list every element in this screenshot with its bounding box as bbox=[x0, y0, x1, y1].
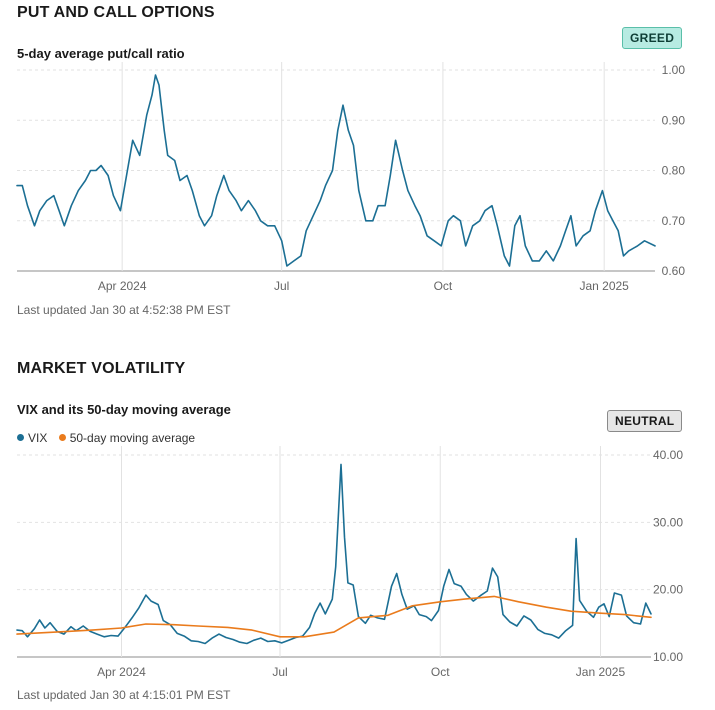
vix-x-tick-label: Jul bbox=[272, 665, 287, 679]
pcr-y-tick-label: 0.60 bbox=[662, 264, 686, 278]
put-call-chart-subtitle: 5-day average put/call ratio bbox=[17, 46, 185, 61]
vix-legend-label: VIX bbox=[28, 431, 48, 445]
ma-legend-dot-icon bbox=[58, 434, 66, 441]
vix-legend: VIX 50-day moving average bbox=[17, 431, 195, 445]
vix-y-tick-label: 30.00 bbox=[653, 515, 683, 529]
pcr-y-tick-label: 0.80 bbox=[662, 164, 686, 178]
volatility-section-title: MARKET VOLATILITY bbox=[17, 360, 186, 377]
vix-series-line-vix bbox=[16, 463, 652, 645]
vix-last-updated: Last updated Jan 30 at 4:15:01 PM EST bbox=[17, 688, 231, 702]
pcr-x-tick-label: Jul bbox=[274, 279, 289, 293]
pcr-x-tick-label: Apr 2024 bbox=[98, 279, 147, 293]
ma-legend-label: 50-day moving average bbox=[69, 431, 196, 445]
vix-x-tick-label: Apr 2024 bbox=[97, 665, 146, 679]
pcr-x-tick-label: Oct bbox=[434, 279, 453, 293]
pcr-y-tick-label: 0.70 bbox=[662, 214, 686, 228]
put-call-section-title: PUT AND CALL OPTIONS bbox=[17, 4, 215, 21]
pcr-x-tick-label: Jan 2025 bbox=[579, 279, 629, 293]
vix-y-tick-label: 10.00 bbox=[653, 650, 683, 664]
vix-legend-dot-icon bbox=[17, 434, 24, 441]
vix-chart-subtitle: VIX and its 50-day moving average bbox=[17, 402, 231, 417]
put-call-ratio-chart: 0.60 0.70 0.80 0.90 1.00 Apr 2024 Jul Oct Jan 20… bbox=[16, 62, 686, 293]
put-call-last-updated: Last updated Jan 30 at 4:52:38 PM EST bbox=[17, 303, 231, 317]
pcr-series-line-5-day-average-put-call-ratio bbox=[16, 74, 656, 267]
neutral-badge: NEUTRAL bbox=[607, 410, 683, 432]
vix-y-tick-label: 20.00 bbox=[653, 583, 683, 597]
vix-series-line-50-day-moving-average bbox=[16, 595, 652, 638]
pcr-y-tick-label: 0.90 bbox=[662, 113, 686, 127]
pcr-y-tick-label: 1.00 bbox=[662, 63, 686, 77]
vix-x-tick-label: Jan 2025 bbox=[576, 665, 626, 679]
vix-x-tick-label: Oct bbox=[431, 665, 450, 679]
greed-badge: GREED bbox=[622, 27, 683, 49]
vix-y-tick-label: 40.00 bbox=[653, 448, 683, 462]
vix-chart: 10.00 20.00 30.00 40.00 Apr 2024 Jul Oct Jan 20… bbox=[16, 446, 683, 679]
